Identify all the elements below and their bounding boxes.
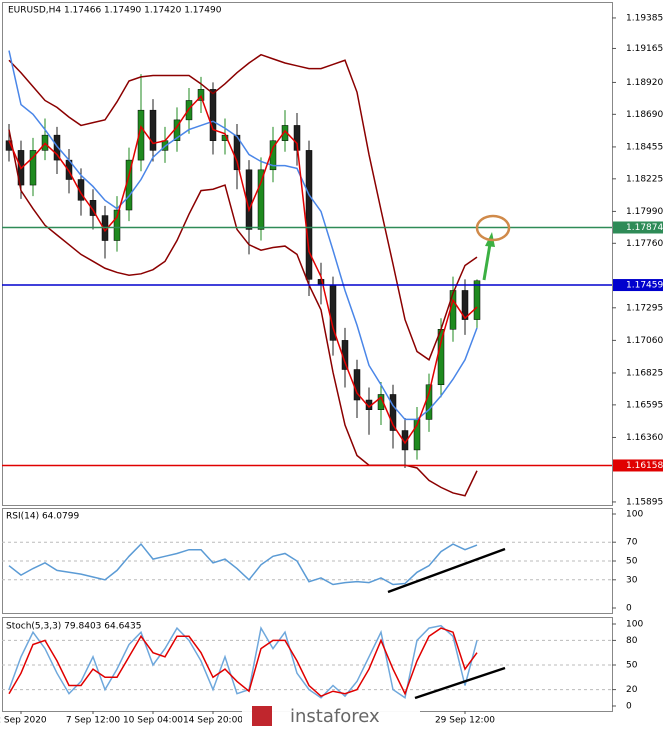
y-tick-label: 1.18920 xyxy=(626,78,663,88)
candle-body xyxy=(437,329,445,386)
indicator-line xyxy=(8,50,478,421)
stoch-title: Stoch(5,3,3) 79.8403 64.6435 xyxy=(6,622,141,632)
candle-body xyxy=(209,89,217,141)
level-tag xyxy=(613,459,663,472)
level-label: 1.17459 xyxy=(626,281,663,291)
level-label: 1.17874 xyxy=(626,223,663,233)
x-tick-label: 29 Sep 12:00 xyxy=(435,716,495,726)
indicator-line xyxy=(8,542,478,586)
candle-body xyxy=(473,280,481,320)
y-tick-label: 1.19165 xyxy=(626,44,663,54)
candle-body xyxy=(197,89,205,101)
candle-body xyxy=(149,109,157,151)
y-tick-label: 80 xyxy=(626,636,638,646)
indicator-line xyxy=(8,624,478,700)
y-tick-label: 1.18455 xyxy=(626,142,663,152)
main-title: EURUSD,H4 1.17466 1.17490 1.17420 1.1749… xyxy=(8,6,222,16)
y-tick-label: 1.17060 xyxy=(626,336,663,346)
rsi-trendline xyxy=(387,547,506,594)
candle-body xyxy=(53,134,61,161)
y-tick-label: 1.18225 xyxy=(626,174,663,184)
target-arrow xyxy=(482,243,492,281)
y-tick-label: 50 xyxy=(626,557,638,567)
candle-body xyxy=(461,290,469,320)
y-tick-label: 0 xyxy=(626,604,632,614)
x-tick-label: 2 Sep 2020 xyxy=(0,716,47,726)
y-tick-label: 1.18690 xyxy=(626,110,663,120)
level-label: 1.16158 xyxy=(626,461,663,471)
y-tick-label: 1.15895 xyxy=(626,497,663,507)
y-tick-label: 1.16360 xyxy=(626,433,663,443)
candle-body xyxy=(305,150,313,280)
y-tick-label: 1.17760 xyxy=(626,239,663,249)
x-tick-label: 10 Sep 04:00 xyxy=(123,716,183,726)
level-tag xyxy=(613,221,663,234)
stoch-trendline xyxy=(414,666,506,700)
candle-body xyxy=(185,100,193,121)
indicator-line xyxy=(8,53,478,361)
y-tick-label: 50 xyxy=(626,661,638,671)
y-tick-label: 100 xyxy=(626,510,643,520)
y-tick-label: 1.17295 xyxy=(626,303,663,313)
x-tick-label: 7 Sep 12:00 xyxy=(66,716,121,726)
candle-body xyxy=(257,169,265,230)
level-tag xyxy=(613,279,663,292)
candle-body xyxy=(137,109,145,161)
y-tick-label: 70 xyxy=(626,538,638,548)
candle-body xyxy=(401,430,409,451)
y-tick-label: 20 xyxy=(626,685,638,695)
rsi-title: RSI(14) 64.0799 xyxy=(6,512,79,522)
main-panel xyxy=(2,2,613,506)
y-tick-label: 1.16595 xyxy=(626,400,663,410)
candle-body xyxy=(233,134,241,171)
indicator-line xyxy=(8,627,478,698)
indicator-line xyxy=(8,94,478,445)
candle-body xyxy=(113,209,121,241)
candle-body xyxy=(89,200,97,216)
watermark-logo xyxy=(252,706,272,726)
candle-body xyxy=(377,394,385,410)
y-tick-label: 1.19385 xyxy=(626,13,663,23)
y-tick-label: 30 xyxy=(626,575,638,585)
x-tick-label: 14 Sep 20:00 xyxy=(183,716,243,726)
candle-body xyxy=(29,150,37,186)
watermark: instaforex xyxy=(290,706,380,727)
plot-layer: 1.19385 1.19165 1.18920 1.18690 1.18455 1.182… xyxy=(0,13,663,725)
y-tick-label: 1.17990 xyxy=(626,207,663,217)
y-tick-label: 0 xyxy=(626,702,632,712)
candle-body xyxy=(77,179,85,201)
candle-body xyxy=(293,125,301,151)
y-tick-label: 100 xyxy=(626,620,643,630)
target-circle xyxy=(475,214,511,242)
candle-body xyxy=(389,394,397,431)
y-tick-label: 1.16825 xyxy=(626,368,663,378)
